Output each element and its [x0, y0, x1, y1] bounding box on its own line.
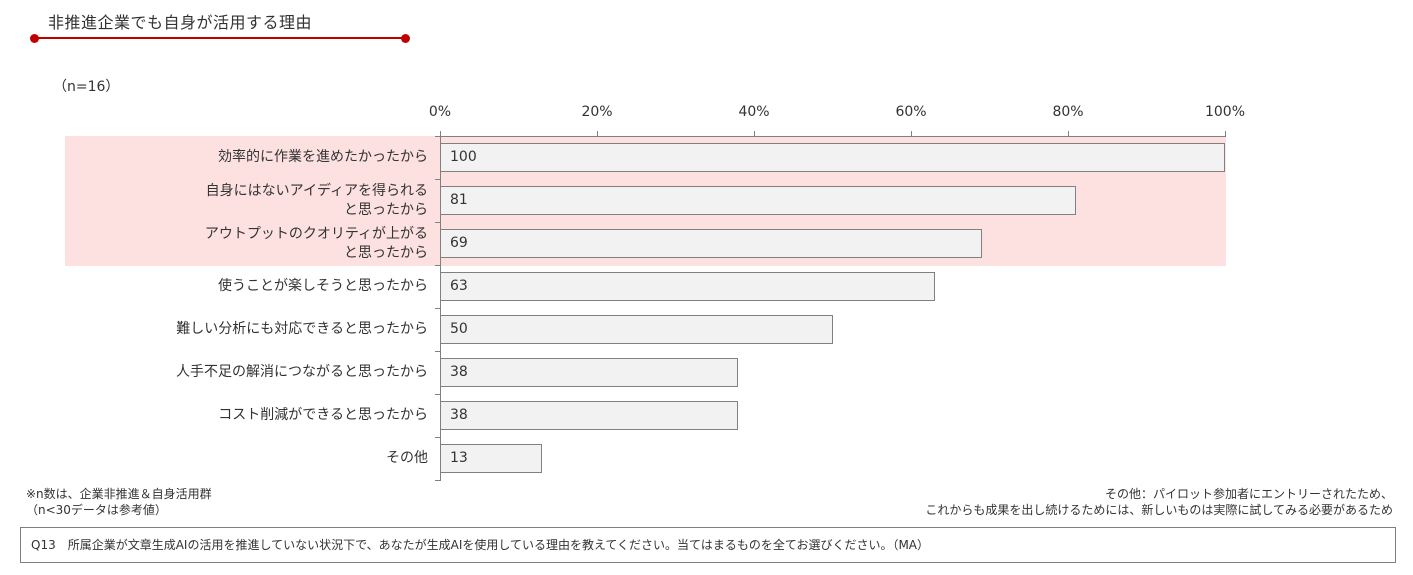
- bar-value-label: 63: [450, 278, 468, 294]
- x-axis-line: [440, 136, 1225, 137]
- bar: [440, 358, 739, 387]
- title-underline-dot-left: [30, 34, 39, 43]
- bar-value-label: 69: [450, 235, 468, 251]
- category-label: その他: [386, 449, 428, 468]
- category-label-line: 難しい分析にも対応できると思ったから: [176, 321, 428, 337]
- bar: [440, 315, 833, 344]
- sample-size-label: （n=16）: [53, 79, 120, 95]
- category-label-line: コスト削減ができると思ったから: [218, 407, 428, 423]
- title-underline-dot-right: [401, 34, 410, 43]
- x-tick-label: 60%: [895, 104, 927, 120]
- footnote-right-line2: これからも成果を出し続けるためには、新しいものは実際に試してみる必要があるため: [925, 503, 1393, 517]
- category-label: アウトプットのクオリティが上がると思ったから: [205, 225, 428, 263]
- bar-value-label: 38: [450, 364, 468, 380]
- title-underline: [34, 37, 406, 39]
- y-tick-mark: [435, 308, 441, 309]
- bar-value-label: 50: [450, 321, 468, 337]
- category-label-line: と思ったから: [344, 201, 428, 218]
- bar-value-label: 81: [450, 192, 468, 208]
- footnote-right: その他：パイロット参加者にエントリーされたため、 これからも成果を出し続けるため…: [925, 486, 1393, 518]
- category-label-line: 自身にはないアイディアを得られる: [205, 182, 428, 199]
- category-label: 自身にはないアイディアを得られると思ったから: [206, 182, 428, 220]
- y-tick-mark: [435, 265, 441, 266]
- bar-value-label: 13: [450, 450, 468, 466]
- x-tick-label: 0%: [428, 104, 452, 120]
- bar: [440, 143, 1225, 172]
- x-tick-label: 40%: [738, 104, 770, 120]
- category-label: 効率的に作業を進めたかったから: [218, 148, 428, 167]
- footnote-left-line2: （n<30データは参考値）: [26, 503, 167, 517]
- category-label: コスト削減ができると思ったから: [218, 406, 428, 425]
- y-tick-mark: [435, 222, 441, 223]
- chart-title: 非推進企業でも自身が活用する理由: [48, 13, 313, 32]
- x-tick-mark: [911, 131, 912, 137]
- bar-value-label: 38: [450, 407, 468, 423]
- x-tick-label: 100%: [1204, 104, 1246, 120]
- category-label-line: 人手不足の解消につながると思ったから: [176, 364, 428, 380]
- x-tick-label: 80%: [1052, 104, 1084, 120]
- x-tick-mark: [440, 131, 441, 137]
- category-label-line: アウトプットのクオリティが上がる: [204, 225, 428, 242]
- bar: [440, 272, 935, 301]
- x-tick-label: 20%: [581, 104, 613, 120]
- question-box: Q13 所属企業が文章生成AIの活用を推進していない状況下で、あなたが生成AIを…: [20, 527, 1396, 563]
- category-label-line: その他: [386, 450, 428, 466]
- footnote-left-line1: ※n数は、企業非推進＆自身活用群: [26, 487, 212, 501]
- y-tick-mark: [435, 394, 441, 395]
- y-tick-mark: [435, 136, 441, 137]
- bar: [440, 229, 982, 258]
- category-label-line: と思ったから: [344, 244, 428, 261]
- x-tick-mark: [597, 131, 598, 137]
- bar: [440, 186, 1076, 215]
- footnote-right-line1: その他：パイロット参加者にエントリーされたため、: [1104, 487, 1393, 501]
- category-label: 難しい分析にも対応できると思ったから: [176, 320, 428, 339]
- x-tick-mark: [1225, 131, 1226, 137]
- bar: [440, 444, 543, 473]
- y-tick-mark: [435, 351, 441, 352]
- category-label: 人手不足の解消につながると思ったから: [176, 363, 428, 382]
- footnote-left: ※n数は、企業非推進＆自身活用群 （n<30データは参考値）: [26, 486, 212, 518]
- y-tick-mark: [435, 437, 441, 438]
- bar: [440, 401, 739, 430]
- x-tick-mark: [754, 131, 755, 137]
- y-tick-mark: [435, 179, 441, 180]
- bar-value-label: 100: [450, 149, 477, 165]
- category-label-line: 効率的に作業を進めたかったから: [218, 149, 428, 165]
- category-label-line: 使うことが楽しそうと思ったから: [218, 278, 428, 294]
- y-tick-mark: [435, 480, 441, 481]
- x-tick-mark: [1068, 131, 1069, 137]
- category-label: 使うことが楽しそうと思ったから: [218, 277, 428, 296]
